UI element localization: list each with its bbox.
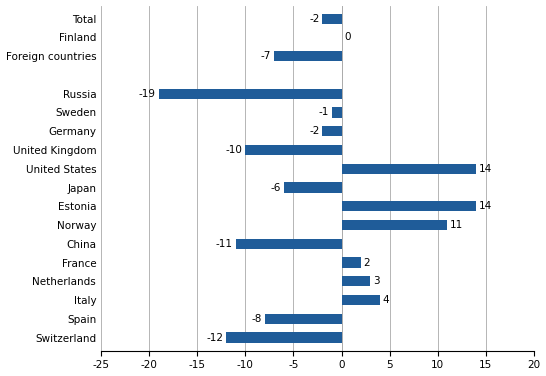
Text: -6: -6	[270, 182, 281, 193]
Bar	[284, 182, 341, 193]
Bar	[341, 258, 361, 268]
Bar	[322, 14, 341, 24]
Bar	[265, 314, 341, 324]
Text: 0: 0	[345, 32, 351, 42]
Bar	[226, 332, 341, 343]
Bar	[341, 276, 370, 287]
Text: 11: 11	[450, 220, 464, 230]
Text: -7: -7	[261, 51, 271, 61]
Bar	[236, 239, 341, 249]
Bar	[341, 295, 380, 305]
Text: -8: -8	[251, 314, 262, 324]
Bar	[322, 126, 341, 136]
Bar	[341, 220, 447, 230]
Text: -2: -2	[309, 126, 319, 136]
Bar	[341, 164, 476, 174]
Bar	[245, 145, 341, 155]
Bar	[332, 107, 341, 118]
Text: 3: 3	[373, 276, 380, 286]
Bar	[274, 51, 341, 61]
Text: -12: -12	[206, 333, 223, 343]
Text: -19: -19	[139, 89, 156, 99]
Text: -10: -10	[225, 145, 242, 155]
Bar	[341, 201, 476, 211]
Text: -11: -11	[216, 239, 233, 249]
Text: 2: 2	[364, 258, 370, 268]
Text: -2: -2	[309, 14, 319, 24]
Text: 14: 14	[479, 201, 492, 211]
Text: 14: 14	[479, 164, 492, 174]
Bar	[159, 89, 341, 99]
Text: 4: 4	[383, 295, 389, 305]
Text: -1: -1	[319, 108, 329, 117]
